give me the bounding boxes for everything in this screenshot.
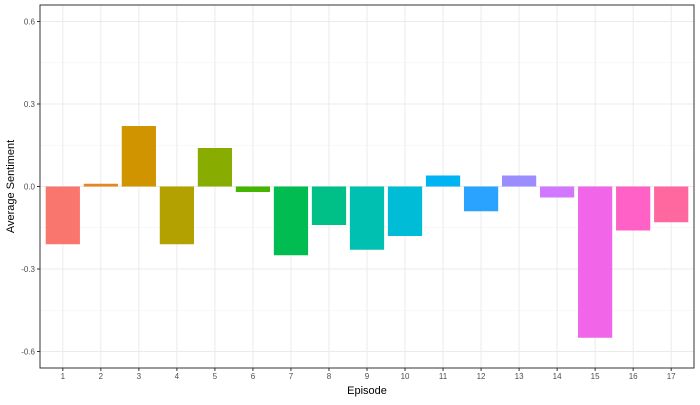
bar-episode-9: [349, 186, 385, 250]
y-tick-label: -0.6: [21, 348, 35, 357]
bar-episode-11: [425, 175, 461, 187]
x-tick-label: 6: [251, 372, 256, 381]
x-tick-label: 10: [401, 372, 410, 381]
bars: [45, 126, 689, 338]
bar-episode-7: [273, 186, 309, 256]
y-axis-title: Average Sentiment: [5, 140, 17, 233]
x-tick-label: 4: [175, 372, 180, 381]
x-tick-label: 13: [515, 372, 524, 381]
x-tick-label: 7: [289, 372, 294, 381]
bar-episode-13: [501, 175, 537, 187]
bar-episode-4: [159, 186, 194, 245]
x-tick-label: 12: [477, 372, 486, 381]
y-tick-label: 0.0: [24, 183, 36, 192]
y-tick-label: -0.3: [21, 265, 35, 274]
x-tick-label: 8: [327, 372, 332, 381]
bar-episode-6: [235, 186, 271, 192]
x-tick-label: 11: [439, 372, 448, 381]
bar-episode-14: [540, 186, 575, 198]
bar-episode-8: [311, 186, 347, 225]
x-axis-title: Episode: [347, 385, 387, 397]
bar-episode-5: [197, 148, 233, 187]
bar-episode-2: [83, 183, 118, 187]
x-tick-label: 14: [553, 372, 562, 381]
axes: -0.6-0.30.00.30.61 2 3 4 5 6 7 8 9 10 11 12 13 14 15 16…: [21, 18, 676, 382]
bar-episode-1: [45, 186, 80, 245]
bar-episode-15: [578, 186, 613, 338]
x-tick-label: 3: [137, 372, 142, 381]
x-tick-label: 17: [667, 372, 676, 381]
x-tick-label: 9: [365, 372, 370, 381]
x-tick-label: 5: [213, 372, 218, 381]
bar-episode-16: [616, 186, 651, 231]
x-tick-label: 15: [591, 372, 600, 381]
bar-episode-12: [463, 186, 499, 212]
x-tick-label: 2: [99, 372, 104, 381]
x-tick-label: 16: [629, 372, 638, 381]
y-tick-label: 0.6: [24, 18, 36, 27]
y-tick-label: 0.3: [24, 100, 36, 109]
bar-episode-17: [654, 186, 689, 223]
bar-episode-3: [121, 126, 156, 187]
x-tick-label: 1: [61, 372, 66, 381]
bar-episode-10: [387, 186, 423, 236]
